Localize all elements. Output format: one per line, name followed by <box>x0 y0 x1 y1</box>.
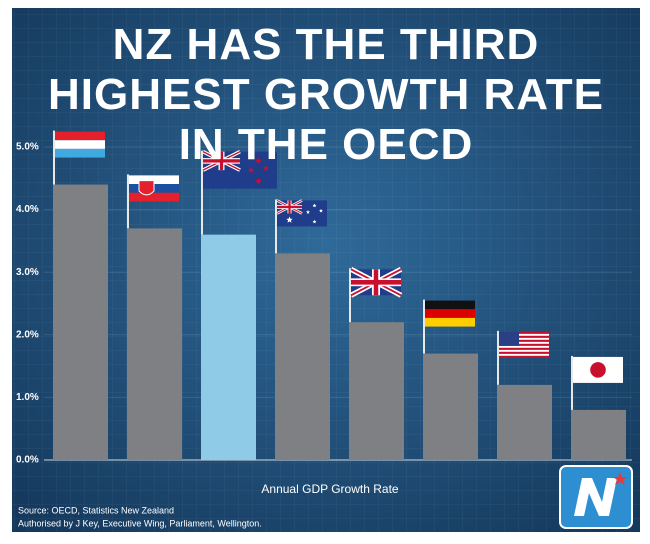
flag-part <box>590 362 606 378</box>
bar <box>201 234 256 460</box>
source: Source: OECD, Statistics New Zealand <box>18 505 174 515</box>
flag-part <box>499 347 549 350</box>
flag-part <box>499 337 549 340</box>
flag-part <box>499 353 549 356</box>
flag-part <box>255 177 262 184</box>
bar <box>497 384 552 460</box>
flag-part <box>499 351 549 354</box>
flag-part <box>425 317 475 327</box>
flag-part <box>499 343 549 346</box>
flag-part <box>499 339 549 342</box>
flag-part <box>425 309 475 318</box>
x-axis-label: Annual GDP Growth Rate <box>261 482 399 496</box>
flag-part <box>499 333 549 336</box>
bar <box>423 353 478 460</box>
y-tick-label: 5.0% <box>16 142 39 153</box>
flag-part <box>262 165 270 171</box>
flag-part <box>55 140 105 149</box>
flag-part <box>129 192 179 202</box>
bar <box>571 409 626 460</box>
y-tick-label: 4.0% <box>16 204 39 215</box>
footnote: Authorised by J Key, Executive Wing, Par… <box>18 518 262 528</box>
bar <box>275 253 330 460</box>
flag-part <box>499 331 549 334</box>
flag-part <box>312 219 317 224</box>
flag-part <box>499 331 519 346</box>
flag-part <box>247 166 255 173</box>
flag-part <box>129 175 179 185</box>
chart-title: NZ HAS THE THIRD HIGHEST GROWTH RATE IN … <box>48 20 604 169</box>
flag-part <box>55 148 105 158</box>
logo <box>559 465 633 529</box>
bar <box>53 184 108 460</box>
y-tick-label: 3.0% <box>16 267 39 278</box>
flag-part <box>286 216 293 223</box>
flag-part <box>425 300 475 310</box>
flag-part <box>255 157 262 164</box>
flag-part <box>499 349 549 352</box>
flag-part <box>351 279 401 285</box>
flag-part <box>319 208 323 213</box>
y-tick-label: 2.0% <box>16 329 39 340</box>
flag-part <box>203 159 240 163</box>
flag-part <box>138 180 155 196</box>
bar <box>349 322 404 460</box>
flag-part <box>55 131 105 141</box>
flag-part <box>499 345 549 348</box>
flag-part <box>306 210 310 214</box>
y-tick-label: 1.0% <box>16 392 39 403</box>
flag-part <box>499 341 549 344</box>
flag-part <box>312 203 317 208</box>
bar <box>127 228 182 460</box>
y-tick-label: 0.0% <box>16 455 39 466</box>
flag-part <box>499 335 549 338</box>
flag-part <box>499 355 549 358</box>
flag-part <box>277 205 302 209</box>
